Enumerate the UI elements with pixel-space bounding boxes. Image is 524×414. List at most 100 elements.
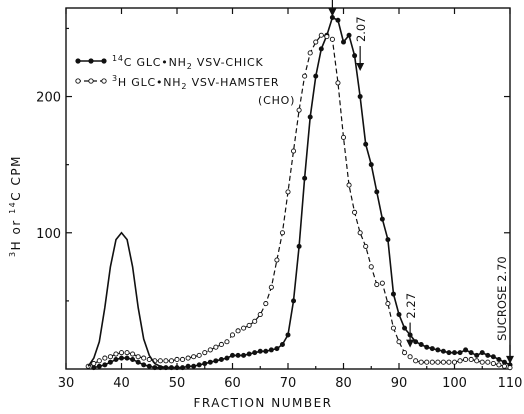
- legend-label-chick: 14C GLC•NH2 VSV-CHICK: [112, 54, 264, 71]
- data-point: [202, 361, 208, 367]
- data-point: [246, 351, 252, 357]
- data-point: [435, 347, 441, 353]
- annotation-sucrose-2-70-label: SUCROSE 2.70: [495, 256, 509, 341]
- x-tick-label-60: 60: [224, 376, 241, 391]
- data-point: [496, 362, 502, 368]
- data-point: [96, 363, 102, 369]
- data-point: [229, 332, 236, 338]
- series-series-2: [87, 231, 167, 369]
- data-point: [368, 264, 374, 270]
- data-point: [274, 257, 280, 263]
- annotation-1-93-arrow-head: [328, 8, 337, 17]
- data-point: [102, 362, 108, 368]
- data-point: [196, 362, 202, 368]
- legend-tail-chick: VSV-CHICK: [193, 56, 264, 69]
- data-point: [124, 355, 130, 361]
- data-point: [235, 328, 241, 334]
- data-point: [340, 134, 347, 140]
- data-point: [429, 346, 435, 352]
- y-label-text2: C CPM: [9, 155, 23, 201]
- annotation-2-07-arrow-head: [356, 63, 365, 72]
- data-point: [202, 350, 208, 356]
- data-point: [135, 359, 141, 365]
- data-point: [163, 358, 169, 364]
- x-tick-label-100: 100: [442, 376, 467, 391]
- data-point: [291, 298, 297, 304]
- data-point: [113, 351, 119, 357]
- data-point: [224, 355, 230, 361]
- x-tick-label-90: 90: [391, 376, 408, 391]
- data-point: [363, 243, 369, 249]
- data-point: [474, 352, 480, 358]
- x-tick-label-50: 50: [169, 376, 186, 391]
- data-point: [346, 32, 352, 38]
- data-point: [335, 80, 341, 86]
- data-point: [107, 354, 113, 360]
- data-point: [207, 347, 213, 353]
- annotation-sucrose-2-70-arrow-head: [506, 355, 514, 364]
- annotation-2-27-label: 2.27: [404, 293, 418, 319]
- data-point: [396, 312, 402, 318]
- legend-marker-hamster: [101, 78, 107, 84]
- data-point: [302, 73, 308, 79]
- data-point: [440, 348, 446, 354]
- data-point: [374, 281, 380, 288]
- data-point: [218, 356, 224, 362]
- data-point: [235, 352, 241, 358]
- data-point: [385, 237, 391, 243]
- data-point: [218, 341, 224, 348]
- series-layer: [85, 15, 513, 371]
- data-point: [130, 356, 136, 362]
- data-point: [102, 355, 108, 361]
- annotation-1-93: 1.93: [328, 0, 337, 17]
- legend-sample-chick: [75, 58, 107, 64]
- data-point: [307, 114, 313, 120]
- data-point: [390, 291, 396, 297]
- legend-note: (CHO): [258, 94, 295, 107]
- legend-sub-chick: 2: [187, 62, 193, 71]
- annotations: 1.93 2.07 2.27 SUCROSE 2.70: [328, 0, 514, 364]
- data-point: [213, 344, 219, 350]
- annotation-sucrose-2-70: SUCROSE 2.70: [495, 256, 514, 364]
- data-point: [457, 358, 463, 364]
- data-point: [119, 355, 125, 361]
- axes: 30 40 50 60 70 80 90 100 110 100 200: [36, 7, 522, 391]
- legend-sup-chick: 14: [112, 54, 124, 63]
- annotation-2-27-arrow-head: [406, 339, 415, 348]
- legend-sup-hamster: 3: [112, 74, 118, 83]
- legend-text-chick: C GLC•NH: [124, 56, 187, 69]
- data-point: [152, 365, 158, 371]
- y-label-sup2: 14: [8, 201, 17, 214]
- data-point: [490, 361, 496, 367]
- data-point: [318, 32, 324, 38]
- data-point: [290, 148, 297, 154]
- data-point: [191, 354, 197, 360]
- data-point: [346, 182, 352, 188]
- data-point: [424, 344, 430, 350]
- data-point: [413, 358, 419, 364]
- data-point: [379, 216, 385, 222]
- data-point: [390, 325, 397, 331]
- data-point: [457, 350, 463, 356]
- x-axis-label: FRACTION NUMBER: [193, 396, 332, 410]
- data-point: [268, 284, 274, 290]
- data-point: [368, 162, 374, 168]
- data-point: [468, 350, 474, 356]
- data-point: [91, 365, 97, 371]
- legend-text-hamster: H GLC•NH: [118, 76, 182, 89]
- data-point: [451, 350, 457, 356]
- data-point: [463, 347, 469, 353]
- y-axis-label: 3H or 14C CPM: [8, 155, 23, 257]
- data-point: [363, 141, 369, 147]
- data-point: [246, 322, 252, 328]
- y-tick-label-100: 100: [36, 227, 61, 242]
- data-point: [474, 358, 480, 364]
- data-point: [107, 359, 113, 365]
- series-3h-glc-nh2-vsv-hamster: [85, 32, 513, 371]
- x-tick-label-80: 80: [335, 376, 352, 391]
- data-point: [451, 359, 458, 365]
- data-point: [446, 350, 452, 356]
- data-point: [279, 341, 285, 347]
- data-point: [241, 352, 247, 358]
